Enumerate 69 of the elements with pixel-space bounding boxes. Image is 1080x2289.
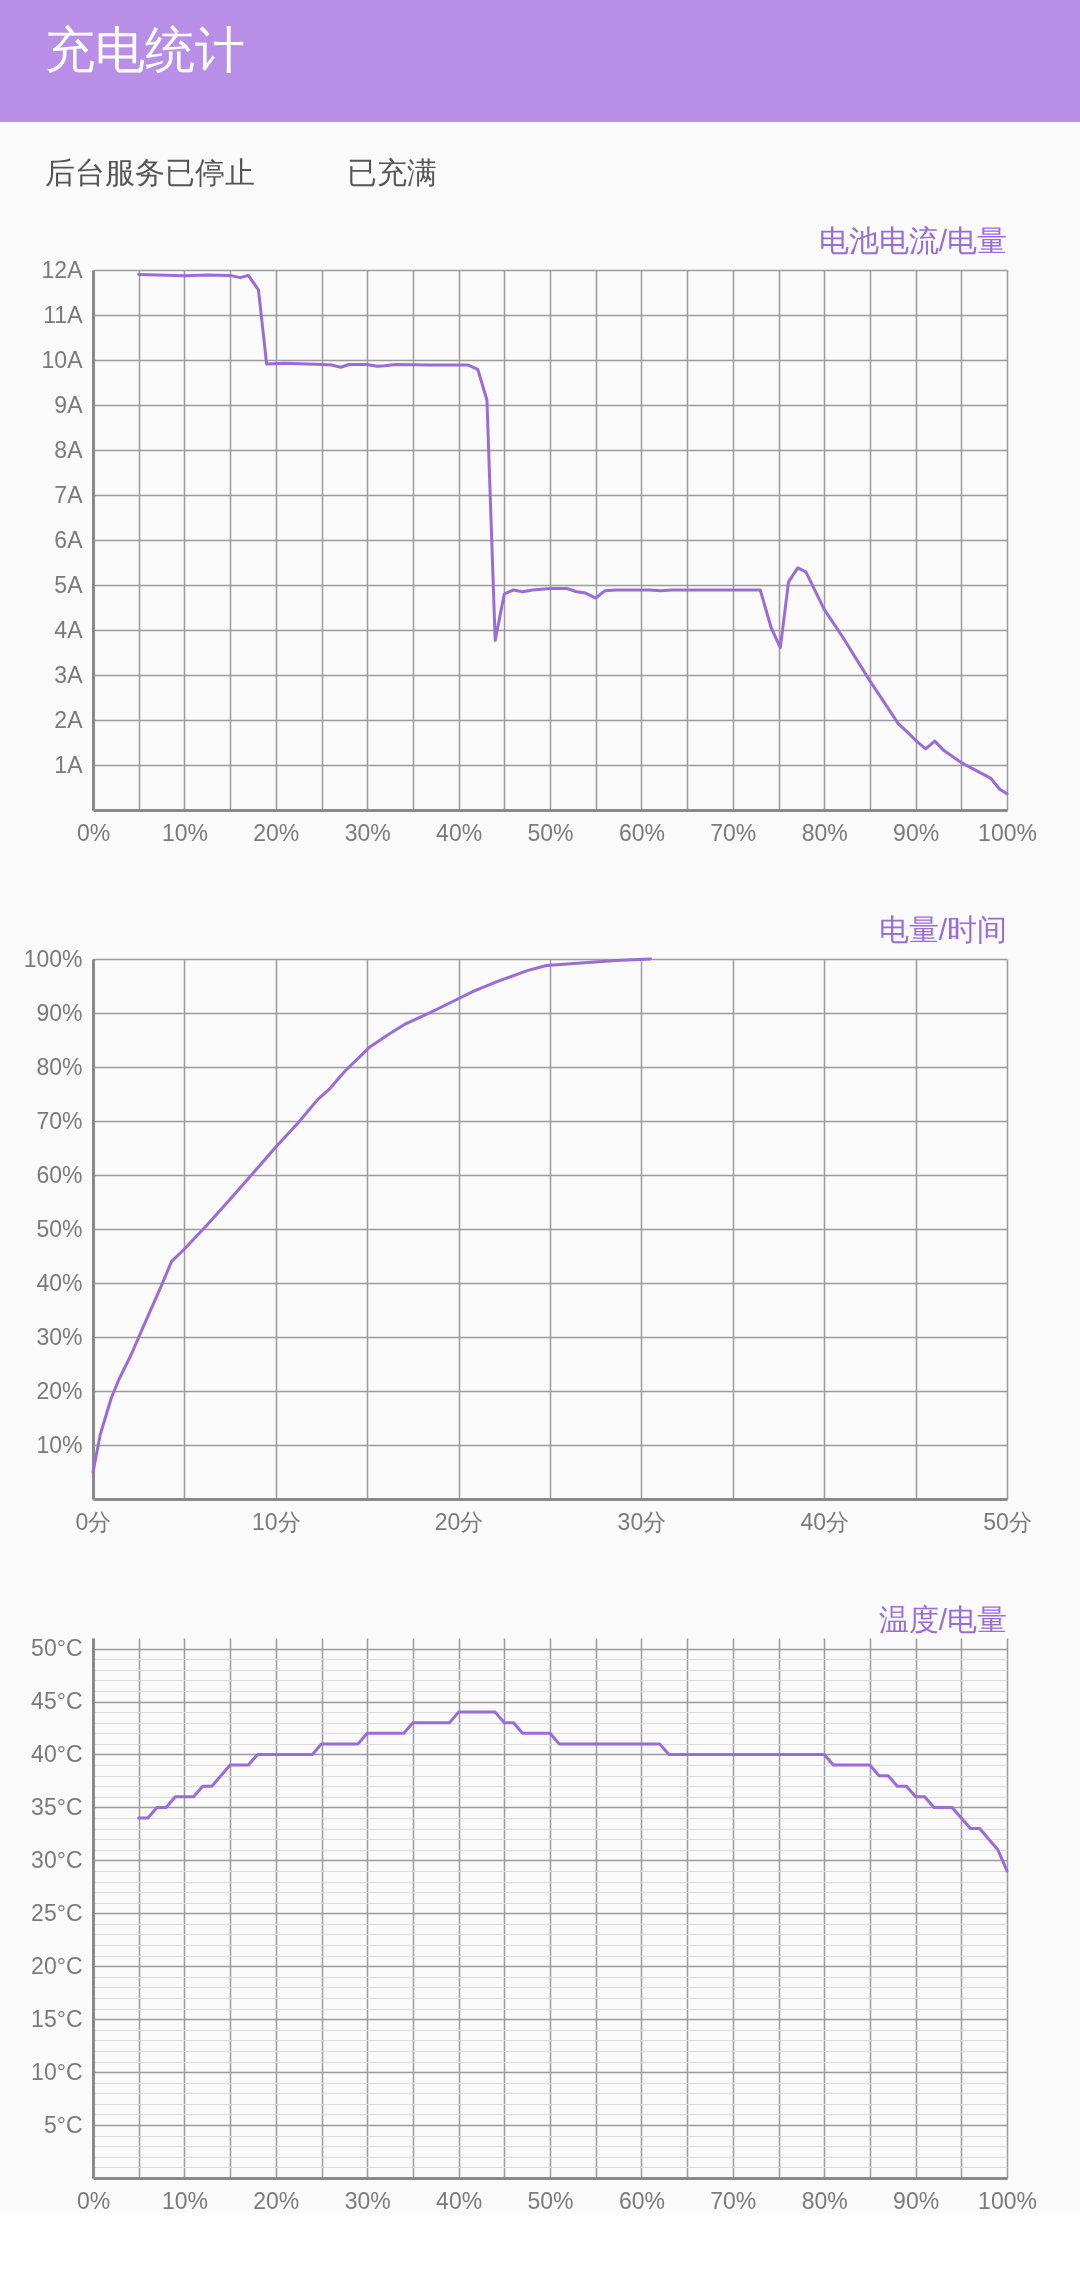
text: 充电统计 [45, 22, 245, 78]
x-tick-label: 20% [253, 2187, 300, 2214]
text: 后台服务已停止 [45, 156, 255, 189]
x-tick-label: 90% [893, 2187, 940, 2214]
y-tick-label: 10A [41, 346, 84, 373]
x-tick-label: 50% [527, 2187, 574, 2214]
y-tick-label: 15°C [31, 2005, 83, 2032]
x-tick-label: 80% [801, 2187, 848, 2214]
x-tick-label: 10分 [252, 1508, 301, 1535]
y-tick-label: 70% [36, 1107, 83, 1134]
text: 已充满 [347, 156, 437, 189]
y-tick-label: 40°C [31, 1740, 83, 1767]
y-tick-label: 7A [54, 481, 84, 508]
y-tick-label: 12A [41, 256, 84, 283]
x-tick-label: 0% [76, 2187, 111, 2214]
y-tick-label: 10% [36, 1431, 83, 1458]
x-tick-label: 40分 [800, 1508, 849, 1535]
y-tick-label: 30°C [31, 1846, 83, 1873]
y-tick-label: 60% [36, 1161, 83, 1188]
y-tick-label: 5A [54, 571, 84, 598]
y-tick-label: 3A [54, 661, 84, 688]
x-tick-label: 100% [978, 2187, 1037, 2214]
y-tick-label: 45°C [31, 1688, 83, 1715]
x-tick-label: 20% [253, 819, 300, 846]
x-tick-label: 50% [527, 819, 574, 846]
chart-title: 电量/时间 [878, 913, 1007, 946]
y-tick-label: 4A [54, 616, 84, 643]
x-tick-label: 50分 [983, 1508, 1032, 1535]
line-series [91, 957, 653, 1474]
x-tick-label: 70% [710, 819, 757, 846]
y-tick-label: 11A [43, 301, 84, 328]
y-tick-label: 30% [36, 1323, 83, 1350]
y-tick-label: 1A [54, 751, 84, 778]
y-tick-label: 90% [36, 999, 83, 1026]
x-tick-label: 30分 [617, 1508, 667, 1535]
x-tick-label: 60% [618, 819, 665, 846]
x-tick-label: 20分 [434, 1508, 484, 1535]
x-tick-label: 40% [436, 819, 483, 846]
y-tick-label: 2A [54, 706, 84, 733]
y-tick-label: 5°C [43, 2111, 83, 2138]
y-tick-label: 50°C [31, 1635, 83, 1662]
y-tick-label: 20% [36, 1377, 83, 1404]
x-tick-label: 100% [978, 819, 1037, 846]
x-tick-label: 90% [893, 819, 940, 846]
y-tick-label: 9A [54, 391, 84, 418]
x-tick-label: 70% [710, 2187, 757, 2214]
line-series [137, 1710, 1009, 1873]
x-tick-label: 30% [344, 2187, 391, 2214]
y-tick-label: 80% [36, 1053, 83, 1080]
y-tick-label: 25°C [31, 1899, 83, 1926]
x-tick-label: 40% [436, 2187, 483, 2214]
x-tick-label: 80% [801, 819, 848, 846]
chart-title: 电池电流/电量 [818, 224, 1007, 257]
y-tick-label: 35°C [31, 1793, 83, 1820]
x-tick-label: 0分 [75, 1508, 112, 1535]
y-tick-label: 50% [36, 1215, 83, 1242]
y-tick-label: 100% [23, 945, 83, 972]
chart-title: 温度/电量 [878, 1602, 1007, 1636]
y-tick-label: 6A [54, 526, 84, 553]
y-tick-label: 10°C [31, 2058, 83, 2085]
x-tick-label: 10% [161, 819, 208, 846]
x-tick-label: 60% [618, 2187, 665, 2214]
y-tick-label: 8A [54, 436, 84, 463]
x-tick-label: 30% [344, 819, 391, 846]
y-tick-label: 40% [36, 1269, 83, 1296]
x-tick-label: 10% [161, 2187, 208, 2214]
y-tick-label: 20°C [31, 1952, 83, 1979]
x-tick-label: 0% [76, 819, 111, 846]
line-series [137, 273, 1009, 796]
